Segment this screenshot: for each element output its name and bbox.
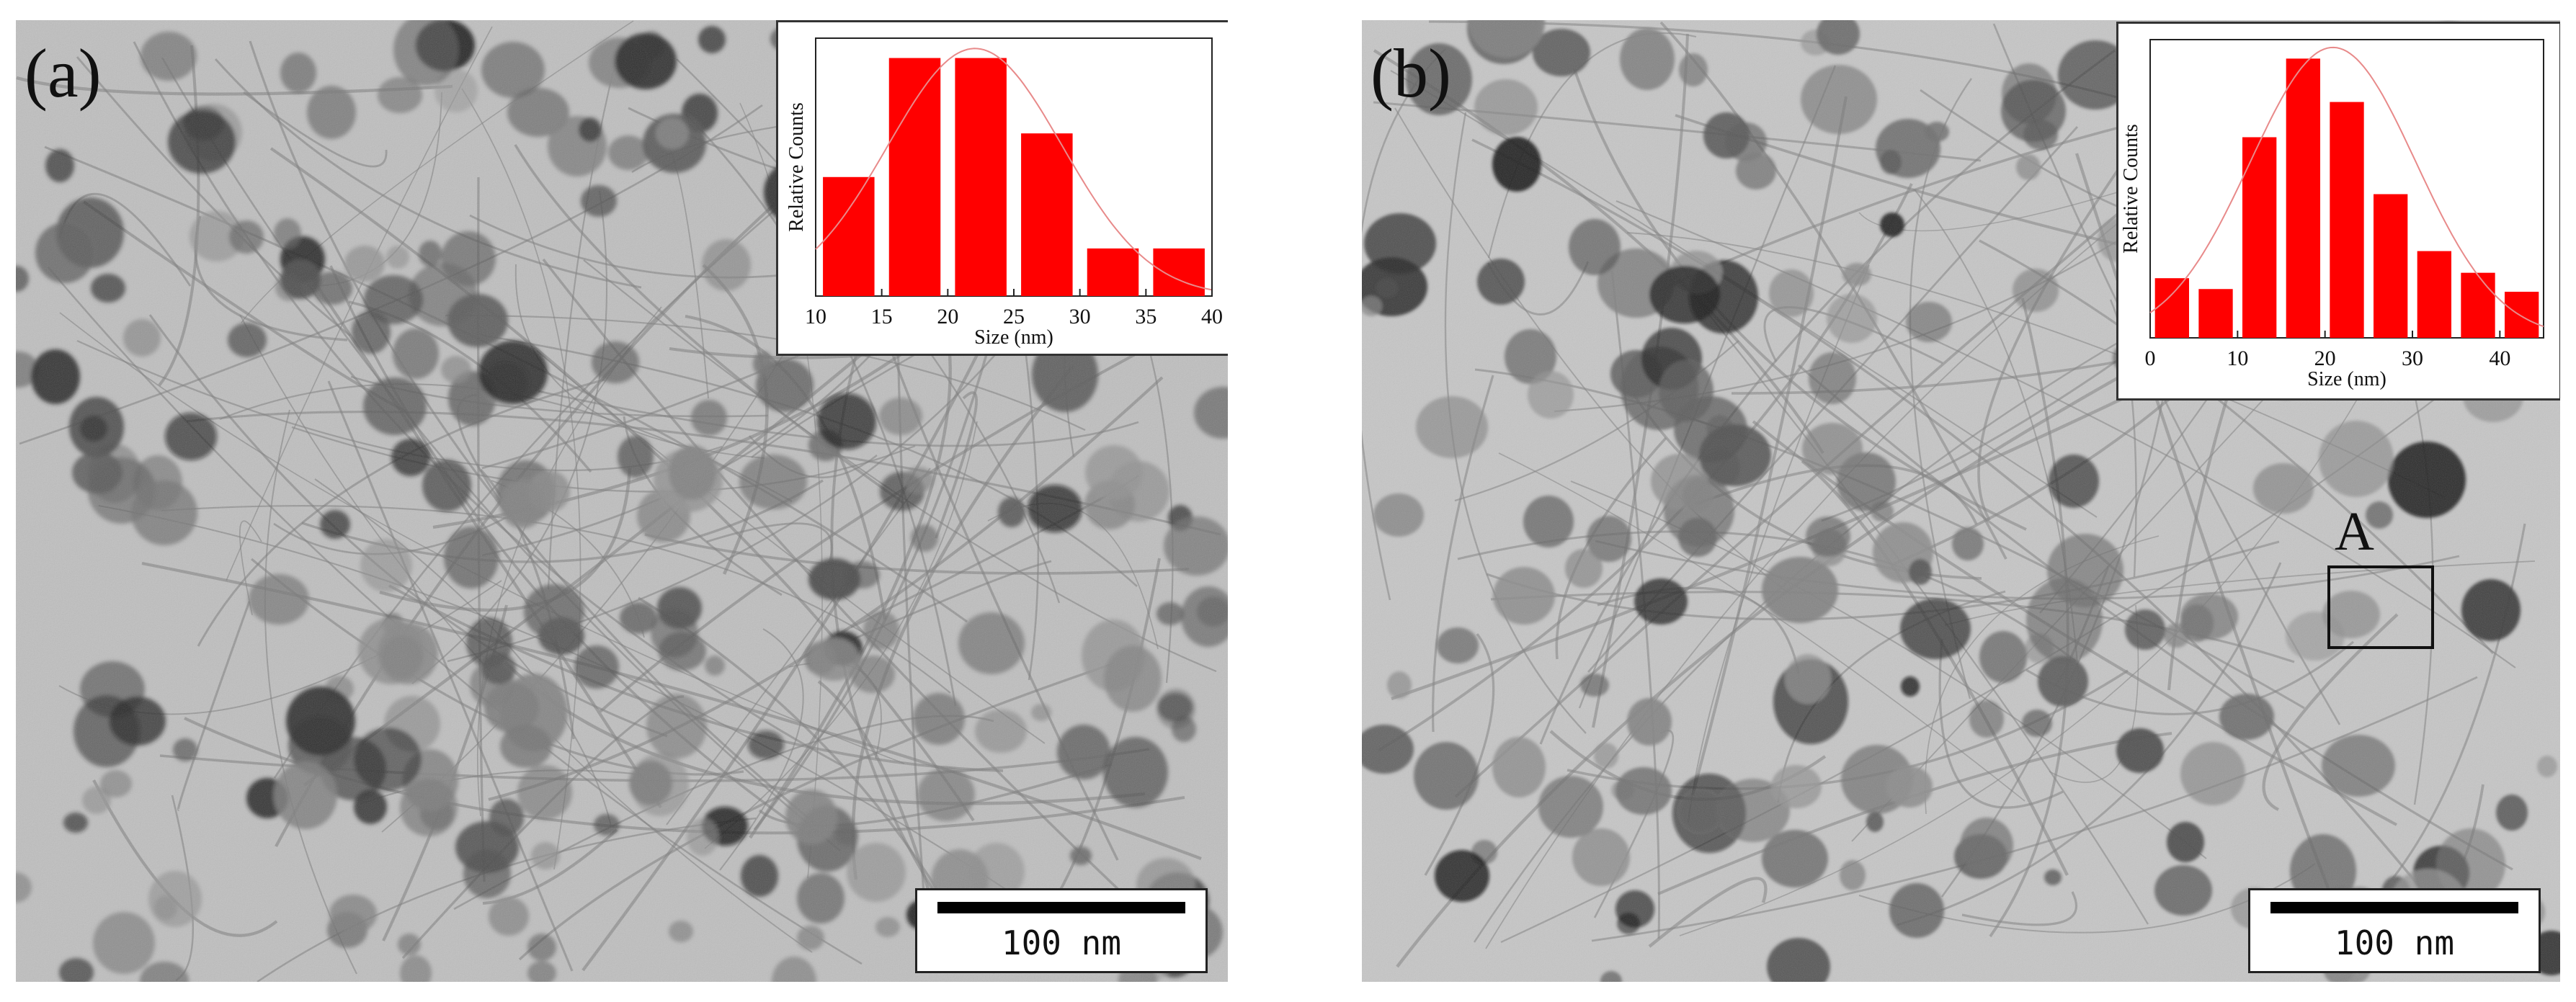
hist-a-bar-1 — [888, 58, 941, 297]
hist-a-bar-3 — [1021, 133, 1073, 296]
hist-a-ylabel: Relative Counts — [785, 102, 808, 232]
hist-b-bar-6 — [2417, 251, 2451, 338]
hist-a-bar-5 — [1153, 248, 1205, 296]
hist-a-gaussian-fit — [815, 48, 1213, 291]
hist-b-bar-8 — [2505, 292, 2539, 338]
hist-a-bar-2 — [955, 58, 1007, 297]
scale-bar-b: 100 nm — [2248, 888, 2541, 973]
hist-a-xtick-label-5: 35 — [1135, 305, 1156, 328]
scale-bar-label-b: 100 nm — [2334, 923, 2455, 962]
hist-a-xtick-label-1: 15 — [871, 305, 893, 328]
hist-a-xtick-label-2: 20 — [937, 305, 958, 328]
scale-bar-a: 100 nm — [915, 888, 1208, 973]
tem-panel-b: (b) 0 10 20 30 40 Size (nm) Relative Counts A … — [1362, 20, 2560, 982]
hist-b-bar-2 — [2242, 137, 2277, 338]
hist-b-bar-7 — [2461, 272, 2495, 338]
hist-b-bar-4 — [2330, 102, 2364, 338]
hist-b-bar-0 — [2154, 278, 2189, 338]
hist-a-xtick-label-4: 30 — [1069, 305, 1091, 328]
panel-label-b: (b) — [1371, 35, 1451, 112]
tem-panel-a: (a) 10 15 20 25 30 35 40 Size (nm) Relative Coun… — [16, 20, 1228, 982]
hist-b-bar-3 — [2286, 58, 2320, 338]
hist-a-bar-4 — [1087, 248, 1139, 296]
hist-b-xtick-label-1: 10 — [2227, 346, 2248, 370]
scale-bar-label-a: 100 nm — [1001, 923, 1122, 962]
scale-bar-line — [937, 902, 1185, 913]
size-histogram-inset-b: 0 10 20 30 40 Size (nm) Relative Counts — [2116, 22, 2560, 401]
scale-bar-line — [2270, 902, 2518, 913]
hist-b-xlabel: Size (nm) — [2307, 368, 2386, 390]
hist-b-ylabel: Relative Counts — [2120, 124, 2142, 254]
hist-b-bar-5 — [2374, 194, 2408, 338]
hist-a-xtick-label-0: 10 — [805, 305, 826, 328]
panel-label-a: (a) — [24, 35, 102, 112]
hist-b-xtick-label-0: 0 — [2145, 346, 2156, 370]
region-label-a: A — [2335, 501, 2374, 562]
region-box-a — [2327, 565, 2434, 649]
hist-b-xtick-label-4: 40 — [2489, 346, 2510, 370]
hist-a-xtick-label-3: 25 — [1003, 305, 1025, 328]
hist-b-bar-1 — [2198, 289, 2233, 338]
hist-a-xlabel: Size (nm) — [974, 326, 1053, 349]
hist-b-gaussian-fit — [2149, 46, 2544, 328]
size-histogram-inset-a: 10 15 20 25 30 35 40 Size (nm) Relative Counts — [776, 20, 1228, 356]
hist-a-xtick-label-6: 40 — [1201, 305, 1223, 328]
hist-b-xtick-label-3: 30 — [2402, 346, 2423, 370]
size-histogram-b: 0 10 20 30 40 Size (nm) Relative Counts — [2120, 39, 2544, 390]
hist-a-bar-0 — [823, 176, 875, 296]
hist-b-xtick-label-2: 20 — [2314, 346, 2336, 370]
size-histogram-a: 10 15 20 25 30 35 40 Size (nm) Relative Counts — [785, 37, 1223, 349]
